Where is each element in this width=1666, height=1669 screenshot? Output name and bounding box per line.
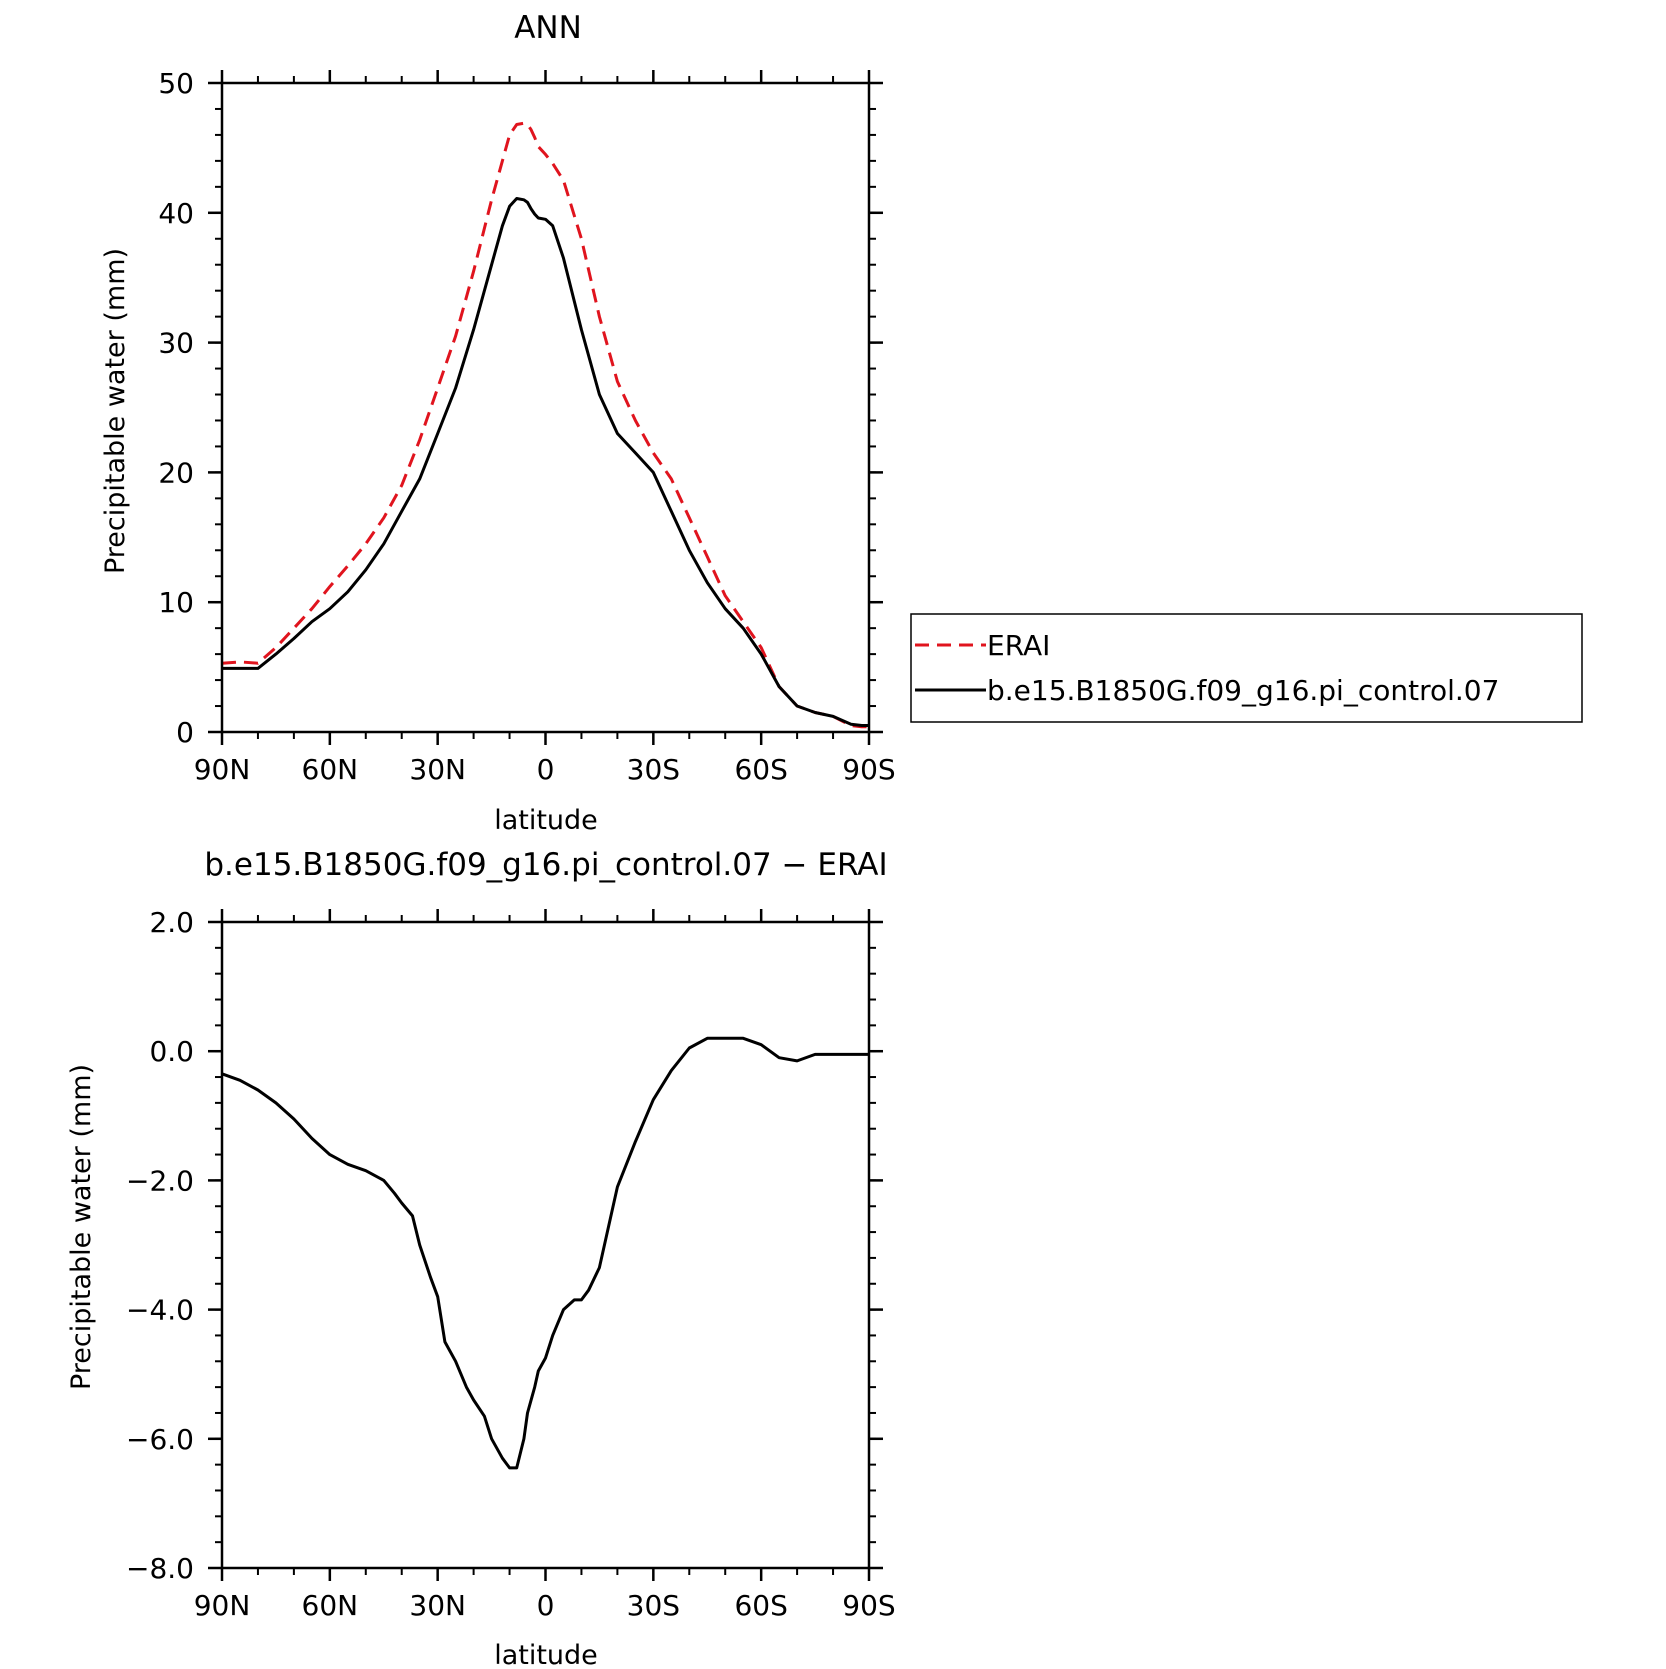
y-tick-label-difference: 2.0 (149, 906, 194, 939)
y-tick-label-difference: −4.0 (126, 1294, 194, 1327)
series-difference (221, 1036, 869, 1470)
y-tick-label-mean: 30 (158, 327, 194, 360)
x-tick-label-mean: 90S (842, 753, 895, 786)
y-tick-label-mean: 10 (158, 586, 194, 619)
y-tick-label-mean: 40 (158, 197, 194, 230)
y-tick-label-mean: 0 (176, 716, 194, 749)
legend-label-model: b.e15.B1850G.f09_g16.pi_control.07 (987, 674, 1499, 707)
panel-difference: b.e15.B1850G.f09_g16.pi_control.07 − ERA… (66, 847, 896, 1669)
x-axis-label-mean: latitude (494, 805, 598, 836)
panel-mean: ANN Precipitable water (mm) latitude 90N… (100, 10, 1583, 836)
legend-box (910, 613, 1583, 723)
plot-frame-difference (220, 920, 871, 1570)
x-tick-label-mean: 30S (627, 753, 680, 786)
y-tick-label-difference: −8.0 (126, 1552, 194, 1585)
y-tick-label-difference: −2.0 (126, 1164, 194, 1197)
x-tick-label-difference: 60N (302, 1589, 359, 1622)
x-tick-label-difference: 30N (409, 1589, 466, 1622)
x-tick-label-difference: 90N (194, 1589, 251, 1622)
x-tick-label-mean: 60S (734, 753, 787, 786)
x-tick-label-mean: 30N (409, 753, 466, 786)
series-line-mean-1 (222, 197, 869, 727)
chart-title-difference: b.e15.B1850G.f09_g16.pi_control.07 − ERA… (204, 847, 887, 883)
y-axis-label-difference: Precipitable water (mm) (66, 1064, 97, 1390)
chart-title-mean: ANN (514, 10, 582, 46)
x-tick-label-mean: 0 (537, 753, 555, 786)
x-tick-label-difference: 30S (627, 1589, 680, 1622)
tick-labels-difference: 90N 60N 30N 0 30S 60S 90S 2.0 0.0 −2.0 −4.0 −6.0 −8.… (126, 906, 896, 1622)
y-tick-label-difference: 0.0 (149, 1035, 194, 1068)
tick-marks-difference (208, 909, 883, 1581)
series-line-difference-0 (221, 1036, 869, 1470)
x-tick-label-mean: 90N (194, 753, 251, 786)
x-tick-label-difference: 90S (842, 1589, 895, 1622)
x-tick-label-difference: 60S (734, 1589, 787, 1622)
y-tick-label-difference: −6.0 (126, 1423, 194, 1456)
legend: ERAI b.e15.B1850G.f09_g16.pi_control.07 (910, 613, 1583, 723)
x-axis-label-difference: latitude (494, 1640, 598, 1669)
x-tick-label-difference: 0 (537, 1589, 555, 1622)
y-tick-label-mean: 20 (158, 456, 194, 489)
tick-marks-mean (208, 70, 883, 745)
legend-label-erai: ERAI (987, 629, 1050, 662)
y-tick-label-mean: 50 (158, 67, 194, 100)
series-mean (221, 121, 869, 729)
series-line-mean-0 (221, 121, 869, 729)
tick-labels-mean: 90N 60N 30N 0 30S 60S 90S 0 10 20 30 40 50 (158, 67, 895, 786)
plot-frame-mean (220, 81, 871, 734)
y-axis-label-mean: Precipitable water (mm) (100, 248, 131, 574)
x-tick-label-mean: 60N (302, 753, 359, 786)
